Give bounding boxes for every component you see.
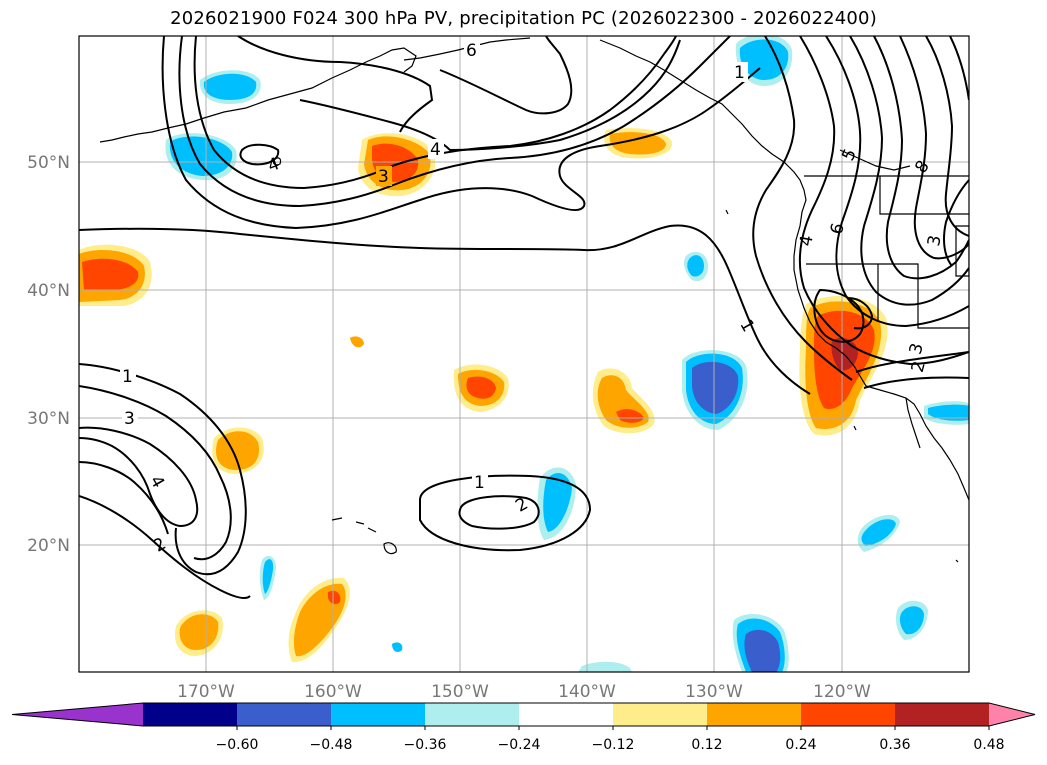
- colorbar-outline: [11, 702, 1036, 727]
- contour-label: 1: [734, 63, 745, 83]
- colorbar-extend-high: [989, 703, 1035, 726]
- contour-label: 3: [378, 167, 389, 187]
- contour-label: 6: [827, 221, 849, 237]
- lon-label-160w: 160°W: [304, 682, 362, 702]
- colorbar: −0.60 −0.48 −0.36 −0.24 −0.12 0.12 0.24 0.36 0.4…: [11, 702, 1036, 753]
- contour-label: 4: [265, 154, 282, 176]
- map-title: 2026021900 F024 300 hPa PV, precipitatio…: [170, 8, 877, 29]
- latitude-labels: 50°N 40°N 30°N 20°N: [27, 153, 70, 556]
- colorbar-bin: [613, 703, 708, 726]
- colorbar-tick-label: 0.48: [973, 737, 1004, 753]
- lon-label-130w: 130°W: [685, 682, 743, 702]
- lat-label-20n: 20°N: [27, 536, 70, 556]
- colorbar-tick-label: 0.24: [785, 737, 816, 753]
- contour-label: 8: [911, 157, 934, 177]
- negative-precip-areas: [165, 36, 969, 672]
- colorbar-bin: [801, 703, 896, 726]
- colorbar-bin: [519, 703, 614, 726]
- colorbar-tick-label: −0.12: [592, 737, 635, 753]
- colorbar-tick-label: 0.36: [879, 737, 910, 753]
- contour-label: 6: [466, 41, 477, 61]
- lat-label-50n: 50°N: [27, 153, 70, 173]
- colorbar-bin: [143, 703, 238, 726]
- contour-label: 1: [122, 367, 133, 387]
- colorbar-tick-label: −0.24: [498, 737, 541, 753]
- contour-label: 1: [474, 473, 485, 493]
- contour-label: 3: [906, 341, 928, 357]
- colorbar-tick-label: 0.12: [691, 737, 722, 753]
- colorbar-tick-label: −0.60: [216, 737, 259, 753]
- lat-label-40n: 40°N: [27, 281, 70, 301]
- lon-label-170w: 170°W: [177, 682, 235, 702]
- contour-label: 4: [796, 234, 818, 248]
- colorbar-bin: [425, 703, 520, 726]
- colorbar-tick-label: −0.36: [404, 737, 447, 753]
- contour-label: 2: [512, 494, 531, 517]
- colorbar-bin: [331, 703, 426, 726]
- precipitation-shading: [79, 36, 969, 672]
- longitude-labels: 170°W 160°W 150°W 140°W 130°W 120°W: [177, 682, 871, 702]
- contour-label: 4: [430, 140, 441, 160]
- colorbar-bin: [707, 703, 802, 726]
- pv-contours: [79, 36, 969, 599]
- colorbar-tick-label: −0.48: [310, 737, 353, 753]
- lat-label-30n: 30°N: [27, 409, 70, 429]
- map-frame: [78, 35, 970, 673]
- colorbar-bin: [895, 703, 990, 726]
- positive-precip-areas: [79, 128, 888, 663]
- colorbar-extend-low: [12, 703, 143, 726]
- contour-label: 3: [124, 409, 135, 429]
- lon-label-150w: 150°W: [431, 682, 489, 702]
- contour-label: 2: [908, 359, 930, 375]
- lon-label-140w: 140°W: [558, 682, 616, 702]
- contour-label: 3: [924, 234, 946, 248]
- colorbar-bin: [237, 703, 332, 726]
- lon-label-120w: 120°W: [813, 682, 871, 702]
